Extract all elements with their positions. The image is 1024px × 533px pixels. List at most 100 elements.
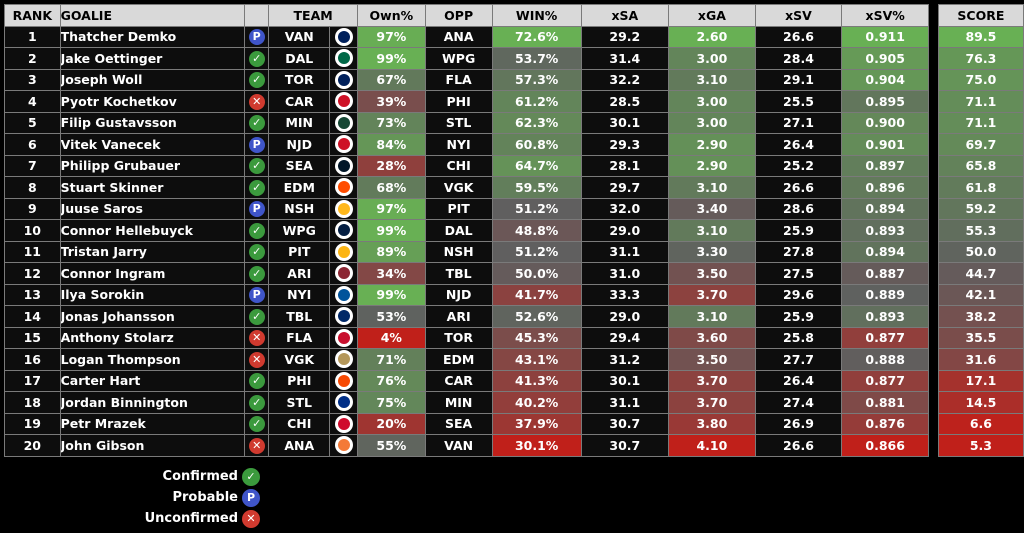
table-row[interactable]: 16 Logan Thompson ✕ VGK 71% EDM 43.1% 31.2 3.50 2… xyxy=(4,348,1024,371)
xga-cell: 3.30 xyxy=(668,240,756,263)
rank-cell: 10 xyxy=(4,219,61,242)
win-pct-cell: 41.7% xyxy=(491,283,582,306)
win-pct-cell: 64.7% xyxy=(491,154,582,177)
table-row[interactable]: 5 Filip Gustavsson ✓ MIN 73% STL 62.3% 30.1 3.00… xyxy=(4,111,1024,134)
team-cell: CHI xyxy=(268,412,331,435)
team-logo-icon xyxy=(334,371,353,390)
goalie-name-cell: Filip Gustavsson xyxy=(59,111,246,134)
table-row[interactable]: 17 Carter Hart ✓ PHI 76% CAR 41.3% 30.1 3.70 26.4… xyxy=(4,369,1024,392)
team-logo-cell xyxy=(329,90,359,113)
table-row[interactable]: 11 Tristan Jarry ✓ PIT 89% NSH 51.2% 31.1 3.30 27… xyxy=(4,240,1024,263)
team-cell: ANA xyxy=(268,434,331,457)
xsa-cell: 29.2 xyxy=(580,25,670,48)
team-logo-cell xyxy=(329,25,359,48)
goalie-name-cell: Connor Hellebuyck xyxy=(59,219,246,242)
xga-cell: 3.70 xyxy=(668,391,756,414)
opponent-cell: ARI xyxy=(424,305,493,328)
score-cell: 17.1 xyxy=(937,369,1024,392)
team-logo-cell xyxy=(329,305,359,328)
table-row[interactable]: 15 Anthony Stolarz ✕ FLA 4% TOR 45.3% 29.4 3.60 2… xyxy=(4,326,1024,349)
rank-cell: 20 xyxy=(4,434,61,457)
own-pct-cell: 4% xyxy=(357,326,426,349)
col-header-xsvp[interactable]: xSV% xyxy=(841,4,930,27)
team-cell: NYI xyxy=(268,283,331,306)
table-row[interactable]: 12 Connor Ingram ✓ ARI 34% TBL 50.0% 31.0 3.50 27… xyxy=(4,262,1024,285)
table-row[interactable]: 7 Philipp Grubauer ✓ SEA 28% CHI 64.7% 28.1 2.90… xyxy=(4,154,1024,177)
table-row[interactable]: 6 Vitek Vanecek P NJD 84% NYI 60.8% 29.3 2.90 26.… xyxy=(4,133,1024,156)
opponent-cell: SEA xyxy=(424,412,493,435)
status-cell: ✓ xyxy=(244,369,270,392)
col-header-score[interactable]: SCORE xyxy=(937,4,1024,27)
goalie-name-cell: Joseph Woll xyxy=(59,68,246,91)
xsv-cell: 26.6 xyxy=(754,434,843,457)
legend-label: Confirmed xyxy=(162,469,238,484)
xsv-cell: 27.7 xyxy=(754,348,843,371)
table-row[interactable]: 3 Joseph Woll ✓ TOR 67% FLA 57.3% 32.2 3.10 29.1 0… xyxy=(4,68,1024,91)
table-row[interactable]: 20 John Gibson ✕ ANA 55% VAN 30.1% 30.7 4.10 26.6… xyxy=(4,434,1024,457)
col-header-team[interactable]: TEAM xyxy=(268,4,359,27)
xsv-cell: 25.8 xyxy=(754,326,843,349)
table-row[interactable]: 19 Petr Mrazek ✓ CHI 20% SEA 37.9% 30.7 3.80 26.9… xyxy=(4,412,1024,435)
column-gap xyxy=(928,219,939,241)
xsa-cell: 31.4 xyxy=(580,47,670,70)
xsv-pct-cell: 0.889 xyxy=(841,283,930,306)
status-cell: ✕ xyxy=(244,348,270,371)
column-gap xyxy=(928,176,939,198)
col-header-xsa[interactable]: xSA xyxy=(580,4,670,27)
col-header-rank[interactable]: RANK xyxy=(4,4,61,27)
team-logo-cell xyxy=(329,348,359,371)
own-pct-cell: 55% xyxy=(357,434,426,457)
xga-cell: 3.00 xyxy=(668,47,756,70)
col-header-win[interactable]: WIN% xyxy=(491,4,582,27)
col-header-xga[interactable]: xGA xyxy=(668,4,756,27)
table-row[interactable]: 9 Juuse Saros P NSH 97% PIT 51.2% 32.0 3.40 28.6 0… xyxy=(4,197,1024,220)
table-row[interactable]: 18 Jordan Binnington ✓ STL 75% MIN 40.2% 31.1 3.… xyxy=(4,391,1024,414)
score-cell: 71.1 xyxy=(937,111,1024,134)
column-gap xyxy=(928,69,939,91)
rank-cell: 14 xyxy=(4,305,61,328)
check-icon: ✓ xyxy=(248,72,265,88)
xsa-cell: 28.1 xyxy=(580,154,670,177)
x-icon: ✕ xyxy=(242,509,260,528)
xsa-cell: 29.3 xyxy=(580,133,670,156)
col-header-goalie[interactable]: GOALIE xyxy=(59,4,246,27)
col-header-opp[interactable]: OPP xyxy=(424,4,493,27)
x-icon: ✕ xyxy=(248,93,265,110)
table-row[interactable]: 1 Thatcher Demko P VAN 97% ANA 72.6% 29.2 2.60 26… xyxy=(4,25,1024,48)
goalie-name-cell: Jonas Johansson xyxy=(59,305,246,328)
table-row[interactable]: 8 Stuart Skinner ✓ EDM 68% VGK 59.5% 29.7 3.10 26… xyxy=(4,176,1024,199)
team-logo-icon xyxy=(334,92,353,111)
team-logo-icon xyxy=(334,436,353,455)
goalie-name-cell: Tristan Jarry xyxy=(59,240,246,263)
table-row[interactable]: 4 Pyotr Kochetkov ✕ CAR 39% PHI 61.2% 28.5 3.00 2… xyxy=(4,90,1024,113)
opponent-cell: TBL xyxy=(424,262,493,285)
xsv-pct-cell: 0.876 xyxy=(841,412,930,435)
x-icon: ✕ xyxy=(248,437,265,454)
rank-cell: 3 xyxy=(4,68,61,91)
xsv-cell: 26.4 xyxy=(754,133,843,156)
status-cell: ✕ xyxy=(244,90,270,113)
probable-p-icon: P xyxy=(248,136,265,153)
team-logo-icon xyxy=(334,393,353,412)
col-header-own[interactable]: Own% xyxy=(357,4,426,27)
win-pct-cell: 40.2% xyxy=(491,391,582,414)
opponent-cell: DAL xyxy=(424,219,493,242)
xga-cell: 3.50 xyxy=(668,348,756,371)
check-icon: ✓ xyxy=(248,115,265,131)
check-icon: ✓ xyxy=(242,467,260,486)
table-row[interactable]: 2 Jake Oettinger ✓ DAL 99% WPG 53.7% 31.4 3.00 28… xyxy=(4,47,1024,70)
xsv-pct-cell: 0.887 xyxy=(841,262,930,285)
xsa-cell: 31.1 xyxy=(580,391,670,414)
status-cell: ✓ xyxy=(244,154,270,177)
team-logo-icon xyxy=(334,113,353,132)
table-row[interactable]: 13 Ilya Sorokin P NYI 99% NJD 41.7% 33.3 3.70 29.… xyxy=(4,283,1024,306)
xsv-cell: 28.4 xyxy=(754,47,843,70)
xsa-cell: 29.7 xyxy=(580,176,670,199)
xga-cell: 3.70 xyxy=(668,283,756,306)
check-icon: ✓ xyxy=(248,394,265,411)
xsa-cell: 29.0 xyxy=(580,219,670,242)
col-header-xsv[interactable]: xSV xyxy=(754,4,843,27)
xga-cell: 3.70 xyxy=(668,369,756,392)
table-row[interactable]: 14 Jonas Johansson ✓ TBL 53% ARI 52.6% 29.0 3.10… xyxy=(4,305,1024,328)
table-row[interactable]: 10 Connor Hellebuyck ✓ WPG 99% DAL 48.8% 29.0 3.… xyxy=(4,219,1024,242)
